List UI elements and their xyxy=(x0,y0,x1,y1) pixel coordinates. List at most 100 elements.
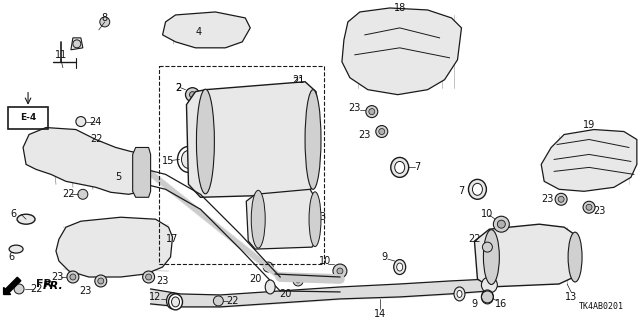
Ellipse shape xyxy=(472,183,483,195)
Text: 22: 22 xyxy=(90,134,103,145)
Polygon shape xyxy=(186,82,318,197)
Text: 20: 20 xyxy=(249,274,261,284)
Circle shape xyxy=(189,92,195,98)
Text: 5: 5 xyxy=(116,172,122,182)
Ellipse shape xyxy=(182,150,195,168)
Circle shape xyxy=(287,90,297,100)
Ellipse shape xyxy=(394,260,406,275)
Text: 14: 14 xyxy=(374,309,386,319)
Circle shape xyxy=(146,274,152,280)
Ellipse shape xyxy=(166,293,179,309)
Circle shape xyxy=(266,265,270,269)
Text: 10: 10 xyxy=(481,209,493,219)
Circle shape xyxy=(213,296,223,306)
Text: 15: 15 xyxy=(163,156,175,166)
Text: 19: 19 xyxy=(583,120,595,130)
Polygon shape xyxy=(56,217,173,277)
Text: 24: 24 xyxy=(90,116,102,127)
Text: 16: 16 xyxy=(495,299,508,309)
Text: 17: 17 xyxy=(166,234,179,244)
Ellipse shape xyxy=(252,190,265,248)
Ellipse shape xyxy=(172,297,179,307)
Text: 23: 23 xyxy=(156,276,169,286)
Text: 4: 4 xyxy=(195,27,202,37)
Text: 23: 23 xyxy=(593,206,605,216)
Circle shape xyxy=(366,106,378,117)
Circle shape xyxy=(586,204,592,210)
Text: 8: 8 xyxy=(102,13,108,23)
Text: FR.: FR. xyxy=(43,281,64,291)
Text: 21: 21 xyxy=(292,77,304,87)
Circle shape xyxy=(293,276,303,286)
Circle shape xyxy=(379,129,385,134)
Circle shape xyxy=(70,274,76,280)
Ellipse shape xyxy=(397,263,403,271)
Polygon shape xyxy=(474,224,577,287)
Text: 6: 6 xyxy=(10,209,16,219)
Circle shape xyxy=(493,216,509,232)
Circle shape xyxy=(143,271,155,283)
Circle shape xyxy=(296,279,300,283)
Text: 20: 20 xyxy=(279,289,291,299)
Circle shape xyxy=(73,40,81,48)
Text: 21: 21 xyxy=(292,75,304,85)
Text: 23: 23 xyxy=(79,286,92,296)
Circle shape xyxy=(555,193,567,205)
Text: 22: 22 xyxy=(468,234,481,244)
Polygon shape xyxy=(23,128,148,194)
FancyArrow shape xyxy=(4,277,21,294)
Circle shape xyxy=(369,108,375,115)
Ellipse shape xyxy=(265,280,275,294)
Polygon shape xyxy=(541,130,637,191)
Polygon shape xyxy=(132,148,150,197)
Circle shape xyxy=(78,142,88,152)
Ellipse shape xyxy=(305,90,321,189)
Text: 22: 22 xyxy=(63,189,75,199)
Circle shape xyxy=(95,275,107,287)
Circle shape xyxy=(558,196,564,202)
Ellipse shape xyxy=(17,214,35,224)
Text: 6: 6 xyxy=(8,252,14,262)
Text: 3: 3 xyxy=(319,212,325,222)
Text: 7: 7 xyxy=(458,186,465,196)
Circle shape xyxy=(337,268,343,274)
Circle shape xyxy=(98,278,104,284)
Polygon shape xyxy=(71,38,83,50)
Ellipse shape xyxy=(454,287,465,301)
Text: 22: 22 xyxy=(30,284,42,294)
Text: 13: 13 xyxy=(565,292,577,302)
Circle shape xyxy=(376,125,388,138)
Text: 2: 2 xyxy=(175,83,182,93)
Ellipse shape xyxy=(9,245,23,253)
Text: 23: 23 xyxy=(51,272,63,282)
Text: 18: 18 xyxy=(394,3,406,13)
Text: 23: 23 xyxy=(541,194,554,204)
Text: 9: 9 xyxy=(472,299,477,309)
Ellipse shape xyxy=(483,230,499,284)
Circle shape xyxy=(481,277,497,293)
Circle shape xyxy=(76,116,86,126)
Text: 22: 22 xyxy=(226,296,239,306)
Ellipse shape xyxy=(196,89,214,194)
Text: 23: 23 xyxy=(349,103,361,113)
Ellipse shape xyxy=(309,192,321,247)
Circle shape xyxy=(481,291,493,303)
Circle shape xyxy=(67,271,79,283)
Polygon shape xyxy=(163,12,250,48)
Text: 7: 7 xyxy=(415,162,420,172)
Circle shape xyxy=(333,264,347,278)
Text: 10: 10 xyxy=(319,256,331,266)
Circle shape xyxy=(78,189,88,199)
Circle shape xyxy=(483,242,492,252)
Text: E-4: E-4 xyxy=(20,113,36,122)
Circle shape xyxy=(100,17,109,27)
Ellipse shape xyxy=(168,294,182,310)
Ellipse shape xyxy=(177,147,200,172)
Circle shape xyxy=(263,262,273,272)
Text: 12: 12 xyxy=(149,292,162,302)
Text: TK4AB0201: TK4AB0201 xyxy=(579,302,624,311)
Circle shape xyxy=(497,220,506,228)
Ellipse shape xyxy=(391,157,409,177)
Ellipse shape xyxy=(468,179,486,199)
Polygon shape xyxy=(246,189,318,249)
